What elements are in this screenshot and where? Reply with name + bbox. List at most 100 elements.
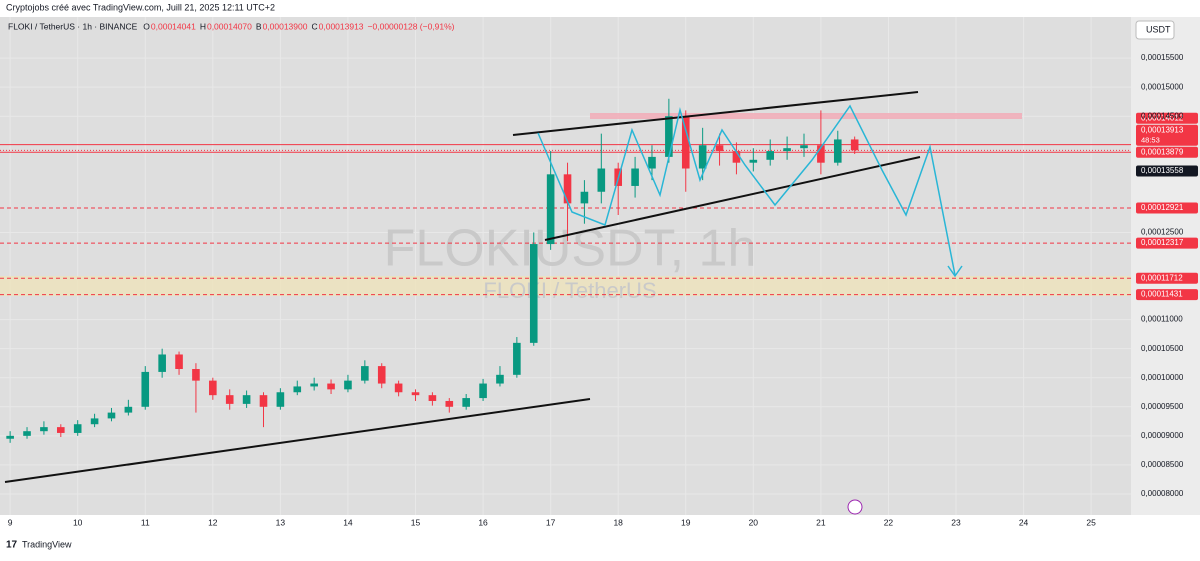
plot-area <box>0 17 1131 515</box>
candle-body <box>242 395 251 404</box>
sparkle-icon[interactable] <box>847 499 863 515</box>
candle-body <box>445 400 454 407</box>
projection-arrow <box>947 265 963 278</box>
candle-body <box>259 395 268 407</box>
ohlc-change: −0,00000128 (−0,91%) <box>368 21 455 31</box>
ohlc-label: H <box>200 21 206 31</box>
yellow-zone <box>0 276 1131 296</box>
x-tick-label: 19 <box>681 517 691 527</box>
levels <box>0 144 1131 296</box>
price-badge <box>1136 124 1198 146</box>
price-badge <box>1136 272 1198 284</box>
candle-body <box>276 392 285 407</box>
symbol: FLOKI / TetherUS · 1h · BINANCE <box>8 21 138 31</box>
y-tick-label: 0,00014500 <box>1141 111 1184 120</box>
candle-body <box>800 145 808 149</box>
trendline <box>4 398 591 483</box>
candle-body <box>344 380 352 390</box>
x-tick-label: 14 <box>343 517 353 527</box>
candle-body <box>158 354 166 372</box>
candle-body <box>580 191 589 204</box>
price-badge-label: 0,00013879 <box>1141 147 1184 156</box>
x-tick-label: 22 <box>884 517 894 527</box>
grid <box>0 17 1131 515</box>
candle-body <box>209 380 217 396</box>
y-tick-label: 0,00015000 <box>1141 82 1184 91</box>
candles <box>6 98 859 443</box>
candle-body <box>479 383 487 399</box>
ohlc-label: B <box>256 21 262 31</box>
drawings <box>4 91 963 483</box>
x-tick-label: 16 <box>478 517 488 527</box>
x-tick-label: 23 <box>951 517 961 527</box>
pink-zone <box>590 113 1022 119</box>
candle-body <box>411 392 420 396</box>
price-badge <box>1136 237 1198 249</box>
candle-body <box>124 406 133 413</box>
candle-body <box>850 139 859 151</box>
trendline <box>544 156 921 241</box>
x-tick-label: 18 <box>613 517 623 527</box>
x-tick-label: 17 <box>546 517 556 527</box>
candle-body <box>462 398 470 407</box>
candle-body <box>496 374 504 384</box>
candle-body <box>833 139 842 163</box>
price-badge <box>1136 289 1198 301</box>
candle-body <box>73 424 82 433</box>
badges: 0,00011431 0,00011712 0,00012317 0,00012921… <box>1136 112 1198 301</box>
x-tick-label: 25 <box>1086 517 1096 527</box>
candle-body <box>175 354 183 370</box>
candle-body <box>310 383 318 387</box>
x-tick-label: 10 <box>73 517 83 527</box>
projection-path <box>537 104 956 276</box>
y-tick-label: 0,00009000 <box>1141 431 1184 440</box>
trendline <box>512 91 919 136</box>
candle-body <box>428 395 437 401</box>
candle-body <box>698 145 707 169</box>
y-tick-label: 0,00010000 <box>1141 373 1184 382</box>
candle-body <box>6 435 14 439</box>
y-tick-label: 0,00009500 <box>1141 402 1184 411</box>
y-tick-label: 0,00012500 <box>1141 228 1184 237</box>
candle-body <box>783 148 791 152</box>
candle-body <box>377 366 386 384</box>
x-tick-label: 21 <box>816 517 826 527</box>
credit: Cryptojobs créé avec TradingView.com, Ju… <box>6 2 275 12</box>
y-tick-label: 0,00008000 <box>1141 489 1184 498</box>
price-axis <box>1131 17 1200 515</box>
candle-body <box>715 145 724 152</box>
currency-button[interactable] <box>1135 20 1175 40</box>
price-badge <box>1136 202 1198 214</box>
x-tick-label: 20 <box>749 517 759 527</box>
candle-body <box>817 145 825 163</box>
candle-body <box>107 412 116 419</box>
ohlc-value: 0,00013913 <box>319 21 364 31</box>
ohlc-value: 0,00014070 <box>207 21 252 31</box>
ohlc-value: 0,00014041 <box>151 21 196 31</box>
logo: 17 <box>6 540 18 551</box>
price-badge-label: 0,00011712 <box>1141 273 1183 282</box>
price-badge-label: 0,00011431 <box>1141 290 1183 299</box>
candle-body <box>631 168 639 186</box>
price-badge <box>1136 165 1198 177</box>
candle-body <box>648 156 656 169</box>
price-badge-label: 0,00012317 <box>1141 238 1184 247</box>
candle-body <box>293 386 302 393</box>
candle-body <box>563 174 572 204</box>
candle-body <box>90 418 99 425</box>
price-badge <box>1136 146 1198 158</box>
price-badge <box>1136 112 1198 124</box>
x-tick-label: 12 <box>208 517 218 527</box>
candle-body <box>529 244 538 343</box>
footer: TradingView <box>22 539 72 549</box>
candle-body <box>57 427 65 433</box>
candle-body <box>327 383 335 390</box>
price-badge-label: 0,00013913 <box>1141 125 1184 134</box>
candle-body <box>141 371 150 407</box>
countdown: 48:53 <box>1141 135 1160 144</box>
candle-body <box>546 174 555 245</box>
ohlc-label: C <box>311 21 317 31</box>
x-tick-label: 13 <box>276 517 286 527</box>
